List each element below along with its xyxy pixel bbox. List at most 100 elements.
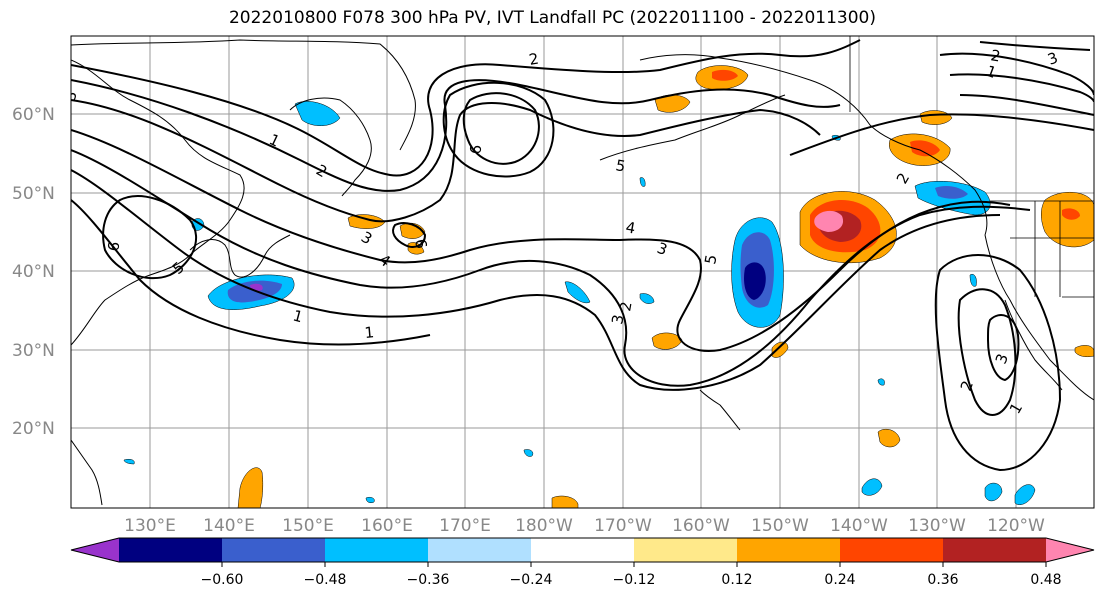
contour-2 <box>71 79 841 192</box>
borders <box>849 36 1094 298</box>
shade-positive-gulf-alaska-peak <box>814 210 844 232</box>
colorbar-tick-label: −0.60 <box>201 572 244 588</box>
shade-negative-sw-us <box>984 482 1003 502</box>
lon-label: 170°W <box>594 516 652 536</box>
lon-label: 130°E <box>124 516 176 536</box>
contour-label: 2 <box>528 50 541 69</box>
shade-negative-kamchatka <box>294 101 341 126</box>
contour-7 <box>71 199 431 346</box>
colorbar-tick-label: −0.12 <box>613 572 656 588</box>
contour-15 <box>939 52 1094 96</box>
contour-8 <box>102 195 197 280</box>
colorbar-segment <box>222 538 326 562</box>
coast-aleutians <box>599 94 786 161</box>
colorbar: −0.60 −0.48 −0.36 −0.24 −0.12 0.12 0.24 0.36 0.4… <box>70 537 1095 588</box>
colorbar-extend-low <box>71 538 119 562</box>
colorbar-tick-label: 0.48 <box>1030 572 1061 588</box>
coast-siberia-north <box>71 39 416 151</box>
colorbar-tick-label: 0.12 <box>721 572 752 588</box>
colorbar-tick-label: −0.48 <box>304 572 347 588</box>
contour-1 <box>71 39 861 177</box>
shade-positive-hawaii-ne <box>771 341 789 358</box>
colorbar-tick-label: 0.24 <box>824 572 855 588</box>
contour-19 <box>789 113 1094 156</box>
contour-17 <box>959 94 1094 116</box>
shade-negative-central-pacific-max <box>744 262 766 300</box>
lat-label: 20°N <box>12 419 55 439</box>
shade-negative-mid <box>564 281 591 304</box>
shade-positive-east-trop <box>877 429 901 448</box>
contour-label: 1 <box>291 306 305 326</box>
shade-negative-small <box>639 177 646 187</box>
lon-label: 130°W <box>908 516 966 536</box>
lat-label: 50°N <box>12 184 55 204</box>
contour-label: 5 <box>614 156 627 175</box>
latitude-labels: 60°N 50°N 40°N 30°N 20°N <box>12 105 55 439</box>
contour-5 <box>71 149 1031 387</box>
colorbar-outline <box>70 537 1095 563</box>
colorbar-tick-label: −0.24 <box>510 572 553 588</box>
contour-18 <box>979 41 1091 51</box>
map-frame <box>70 35 1095 509</box>
shade-negative-trop2 <box>123 458 135 465</box>
colorbar-tick-label: 0.36 <box>927 572 958 588</box>
coast-na-west <box>984 234 1094 401</box>
contour-12 <box>986 314 1020 382</box>
lon-label: 140°W <box>830 516 888 536</box>
shade-positive-nw-us-core <box>1062 208 1080 220</box>
contour-6 <box>71 169 1001 391</box>
coast-hawaii <box>699 389 741 431</box>
colorbar-segment <box>531 538 635 562</box>
lon-label: 160°W <box>672 516 730 536</box>
shade-positive-bc-coast-core <box>910 140 940 157</box>
shade-positive-west-trop <box>237 467 264 508</box>
lat-label: 40°N <box>12 262 55 282</box>
shade-negative-small4 <box>877 378 885 386</box>
shade-negative-east-trop <box>861 478 883 496</box>
border-us-states <box>1010 201 1094 297</box>
contour-label: 4 <box>624 218 637 237</box>
coast-baja <box>1004 299 1063 391</box>
colorbar-segment <box>943 538 1047 562</box>
pv-contours <box>71 39 1094 472</box>
lon-label: 150°E <box>282 516 334 536</box>
shade-negative-small2 <box>365 496 375 504</box>
shade-negative-sw-us2 <box>1014 484 1036 506</box>
contour-9 <box>462 92 540 165</box>
contour-11 <box>957 288 1017 416</box>
contour-10 <box>442 81 555 178</box>
coastlines <box>71 39 1094 506</box>
colorbar-tick-label: −0.36 <box>407 572 450 588</box>
shade-negative-trop <box>523 449 534 457</box>
contour-14 <box>392 222 427 248</box>
contour-label: 3 <box>61 88 81 103</box>
shade-positive-subtrop <box>651 332 683 350</box>
shade-positive-bering-core <box>712 69 738 81</box>
shade-positive-far-east <box>1074 345 1094 358</box>
shade-negative-bc-core <box>935 186 968 199</box>
contour-16 <box>949 73 1094 103</box>
longitude-labels: 130°E 140°E 150°E 160°E 170°E 180°W 170°… <box>124 516 1045 536</box>
lat-label: 60°N <box>12 105 55 125</box>
contour-label: 1 <box>364 323 375 342</box>
lon-label: 140°E <box>203 516 255 536</box>
lon-label: 160°E <box>361 516 413 536</box>
shade-positive-nw-us <box>1041 191 1094 248</box>
contour-label: 5 <box>701 253 720 266</box>
colorbar-segment <box>119 538 223 562</box>
contour-label: 6 <box>411 238 430 251</box>
coast-korea-japan <box>189 234 291 278</box>
coast-kamchatka <box>289 97 372 197</box>
lon-label: 180°W <box>515 516 573 536</box>
lon-label: 120°W <box>987 516 1045 536</box>
colorbar-extend-high <box>1046 538 1094 562</box>
colorbar-segment <box>325 538 429 562</box>
coast-alaska <box>639 54 988 236</box>
colorbar-segment <box>634 538 738 562</box>
shade-negative-small3 <box>969 274 977 287</box>
contour-label: 6 <box>466 143 485 156</box>
lat-label: 30°N <box>12 341 55 361</box>
lon-label: 170°E <box>439 516 491 536</box>
contour-label: 2 <box>616 300 635 313</box>
